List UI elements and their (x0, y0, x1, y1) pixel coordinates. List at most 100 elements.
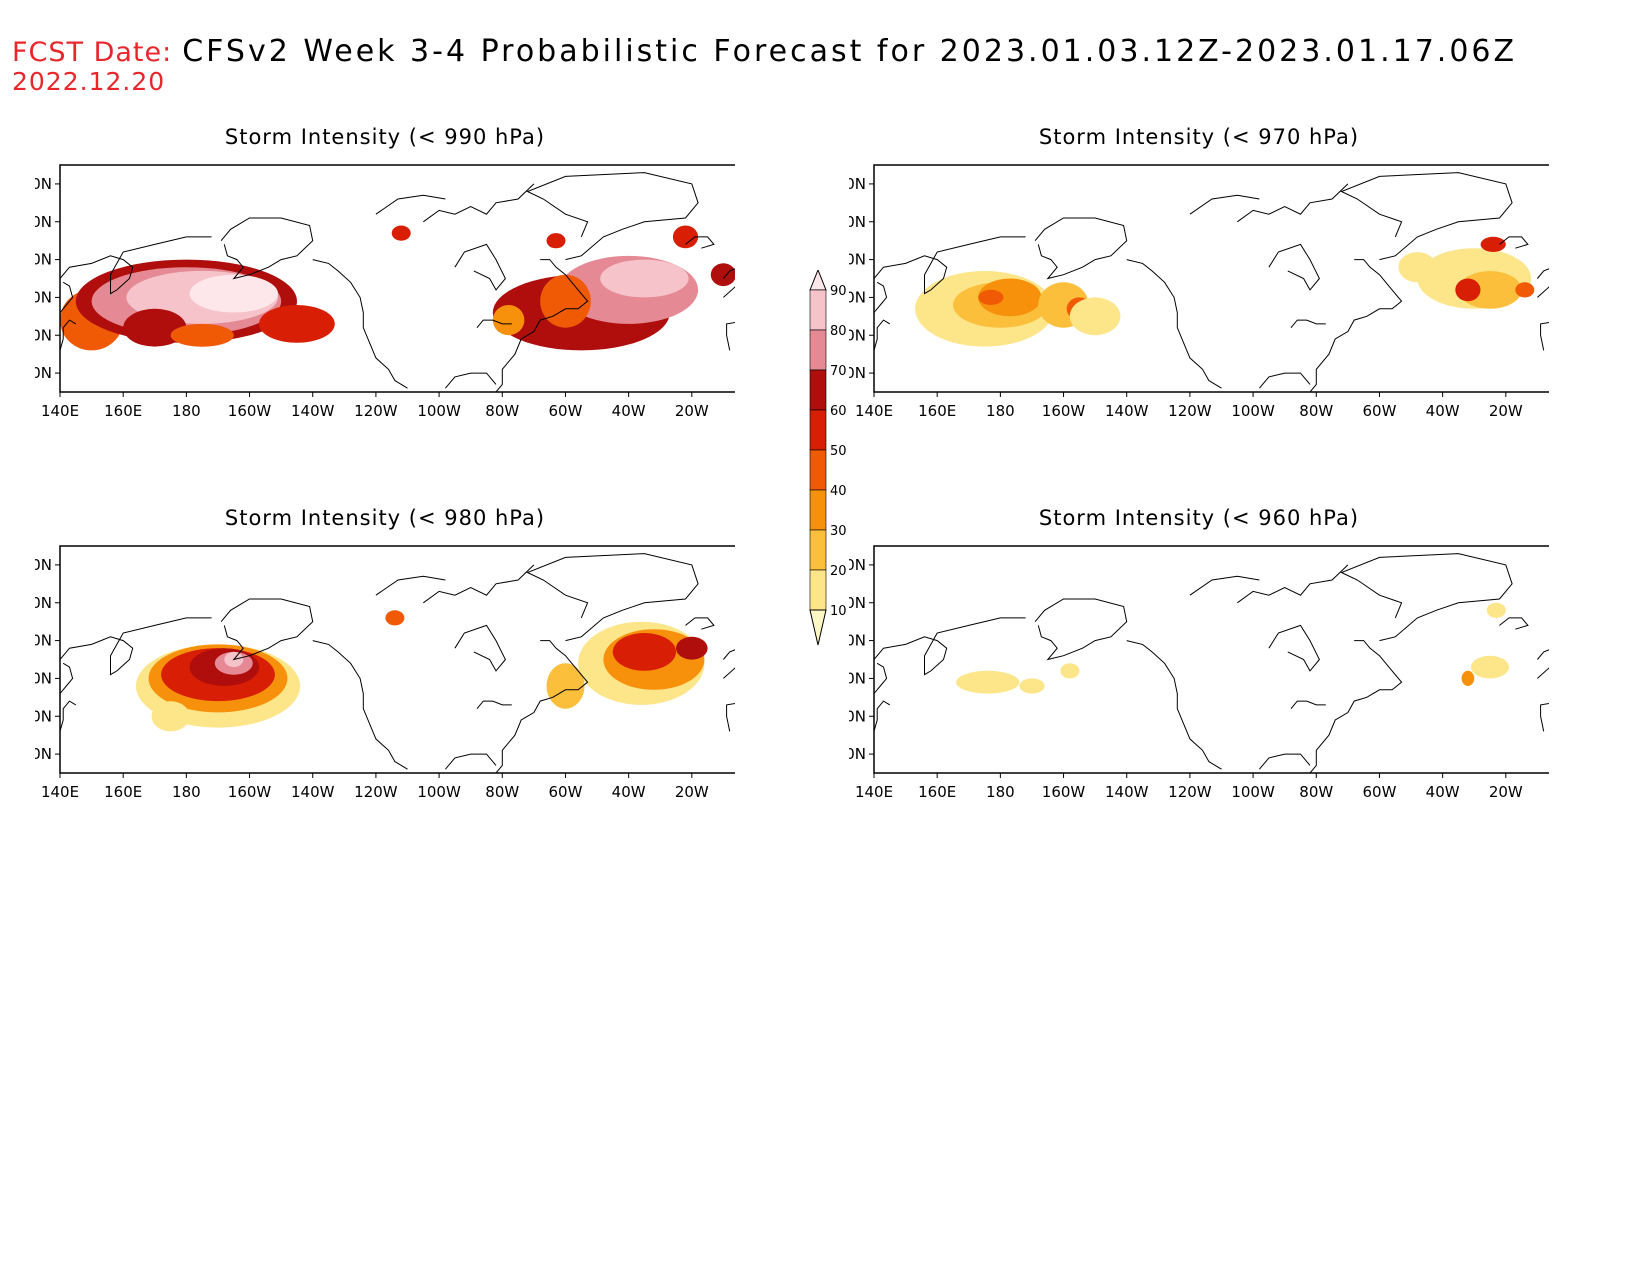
probability-patch (123, 308, 187, 347)
coastline (1268, 624, 1320, 672)
colorbar-label: 30 (830, 524, 847, 539)
probability-patch (492, 305, 525, 336)
lon-tick-label: 20W (1489, 402, 1523, 420)
lon-tick-label: 60W (548, 783, 582, 801)
coastline (723, 268, 735, 298)
probability-patch (978, 289, 1004, 305)
coastline (1309, 259, 1403, 392)
coastline (1290, 319, 1326, 329)
colorbar-label: 40 (830, 484, 847, 499)
colorbar-swatch (809, 289, 827, 331)
colorbar-label: 80 (830, 324, 847, 339)
coastline (454, 243, 506, 291)
lon-tick-label: 180 (986, 783, 1015, 801)
coastline (1268, 243, 1320, 291)
colorbar: 10 20 30 40 50 60 70 80 90 (809, 270, 847, 646)
lat-tick-label: 60N (35, 632, 52, 650)
coastline (454, 624, 506, 672)
lon-tick-label: 140E (855, 402, 893, 420)
lon-tick-label: 140E (41, 783, 79, 801)
colorbar-swatch (809, 369, 827, 411)
probability-patch (546, 233, 566, 249)
coastline (1259, 372, 1311, 389)
coastline (874, 662, 888, 694)
coastline (220, 217, 314, 280)
probability-patch (1455, 278, 1481, 302)
probability-patch (151, 701, 190, 732)
lat-tick-label: 60N (849, 632, 866, 650)
lat-tick-label: 30N (35, 745, 52, 763)
probability-patch (1471, 655, 1509, 679)
panel-title: Storm Intensity (< 970 hPa) (1038, 125, 1360, 149)
coastline (874, 319, 891, 351)
coastline (1309, 640, 1403, 773)
colorbar-swatch (809, 409, 827, 451)
lat-tick-label: 60N (35, 251, 52, 269)
probability-patch (1069, 297, 1121, 336)
colorbar-swatch (809, 529, 827, 571)
lon-tick-label: 140W (291, 402, 335, 420)
probability-patch (385, 610, 405, 626)
probability-patch (1486, 602, 1506, 618)
probability-patch (189, 274, 278, 313)
map-frame (873, 164, 1549, 393)
lon-tick-label: 40W (1426, 402, 1460, 420)
coastline (476, 319, 512, 329)
lat-tick-label: 70N (35, 213, 52, 231)
coastline (1126, 640, 1222, 770)
lon-tick-label: 20W (1489, 783, 1523, 801)
coastline (1290, 700, 1326, 710)
probability-patch (1515, 282, 1535, 298)
map-frame (59, 164, 735, 393)
colorbar-swatch (809, 489, 827, 531)
coastline (1540, 702, 1549, 732)
coastline (1499, 236, 1529, 249)
coastline (60, 236, 212, 295)
coastline (312, 640, 408, 770)
lon-tick-label: 80W (1299, 402, 1333, 420)
lon-tick-label: 160E (104, 402, 142, 420)
coastline (526, 553, 699, 642)
lon-tick-label: 140W (1105, 783, 1149, 801)
lon-tick-label: 40W (1426, 783, 1460, 801)
coastline (1189, 194, 1260, 215)
lon-tick-label: 180 (172, 783, 201, 801)
probability-patch (600, 259, 689, 298)
coastline (1540, 321, 1549, 351)
lat-tick-label: 30N (849, 364, 866, 382)
fcst-date-label: FCST Date: (12, 37, 173, 68)
probability-patch (170, 323, 234, 347)
lat-tick-label: 40N (849, 326, 866, 344)
lat-tick-label: 70N (849, 594, 866, 612)
lon-tick-label: 120W (1168, 783, 1212, 801)
coastline (495, 259, 589, 392)
lon-tick-label: 20W (675, 783, 709, 801)
lat-tick-label: 50N (849, 669, 866, 687)
map-960hpa: 140E 160E 180 160W 140W 120W 100W 80W 60W 40W 20W 0… (849, 545, 1549, 801)
probability-patch (391, 225, 411, 241)
colorbar-swatch (809, 569, 827, 611)
coastline (476, 700, 512, 710)
panel-title: Storm Intensity (< 990 hPa) (224, 125, 546, 149)
map-990hpa: 140E 160E 180 160W 140W 120W 100W 80W 60W 40W 20W 0… (35, 164, 735, 420)
probability-patch (710, 263, 735, 287)
coastline (60, 617, 212, 676)
lon-tick-label: 80W (485, 402, 519, 420)
lat-tick-label: 80N (849, 556, 866, 574)
lat-tick-label: 70N (849, 213, 866, 231)
lat-tick-label: 50N (35, 288, 52, 306)
coastline (726, 321, 735, 351)
lat-tick-label: 80N (35, 556, 52, 574)
coastline (60, 319, 77, 351)
colorbar-label: 90 (830, 284, 847, 299)
probability-patch (956, 670, 1020, 694)
colorbar-swatch (809, 449, 827, 491)
colorbar-swatch (809, 329, 827, 371)
lat-tick-label: 70N (35, 594, 52, 612)
lat-tick-label: 30N (849, 745, 866, 763)
coastline (1499, 617, 1529, 630)
coastline (1537, 649, 1549, 679)
coastline (874, 700, 891, 732)
probability-patch (546, 663, 585, 709)
coastline (423, 183, 535, 223)
